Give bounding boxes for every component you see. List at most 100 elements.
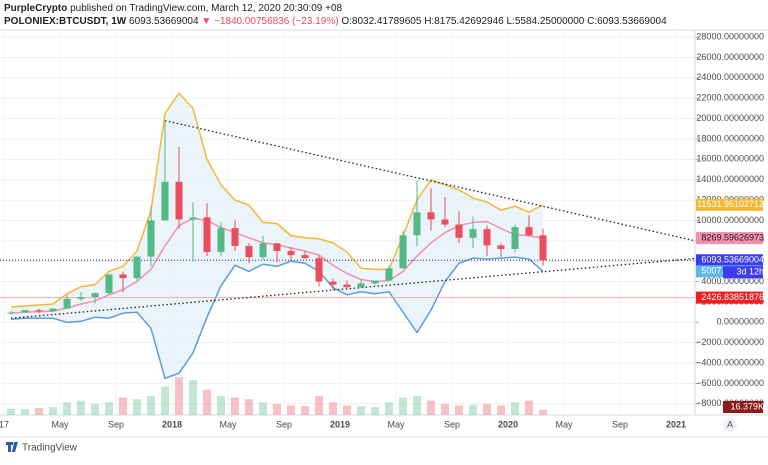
x-tick-label: 2018 [162,419,182,429]
price-label-bg [696,291,763,304]
volume-bar [245,399,253,415]
candle-body [441,219,449,225]
upper-band [10,91,544,308]
volume-bar [539,409,547,415]
candle-body [301,255,309,259]
trendline [164,120,695,242]
x-tick-label: Sep [108,419,124,429]
volume-bar [119,397,127,415]
candle-body [497,245,505,249]
plot-area [0,30,695,415]
volume-bar [91,403,99,415]
volume-bar [483,403,491,415]
volume-bar [357,406,365,415]
x-tick-label: 2020 [498,419,518,429]
volume-bar [189,380,197,415]
y-tick-label: 22000.00000000 [696,93,764,103]
y-tick-label: 16000.00000000 [696,154,764,164]
x-tick-label: 2019 [330,419,350,429]
y-tick-label: 4000.00000000 [701,276,764,286]
candle-body [469,229,477,238]
price-label: 2426.83851876 [701,292,764,302]
header-line: PurpleCrypto published on TradingView.co… [4,3,343,14]
candle-body [259,243,267,258]
auto-button[interactable]: A [727,419,733,429]
lower-band [10,256,544,380]
candle-body [21,310,29,313]
volume-bar [287,405,295,415]
volume-bar [469,404,477,415]
volume-bar [175,377,183,415]
volume-bar [161,386,169,415]
volume-bar [315,396,323,415]
countdown: 3d 12h [736,267,764,277]
y-tick-label: 0.00000000 [716,317,764,327]
price-label: 8269.59626973 [701,232,764,242]
volume-bar [329,402,337,415]
y-tick-label: 18000.00000000 [696,133,764,143]
volume-bar [525,400,533,415]
x-tick-label: Sep [276,419,292,429]
volume-bar [259,402,267,415]
volume-bar [7,408,15,415]
y-tick-label: 28000.00000000 [696,32,764,42]
candle-body [203,217,211,253]
countdown-bg [723,266,763,279]
volume-label: 16.379K [730,401,764,411]
volume-bar [497,405,505,415]
volume-bar [343,405,351,415]
candle-body [245,245,253,258]
candle-body [189,217,197,220]
volume-bar [385,402,393,415]
volume-bar [105,402,113,415]
candle-body [161,181,169,221]
volume-bar [203,389,211,415]
published: published on TradingView.com, March 12, … [70,3,342,14]
symbol-line: POLONIEX:BTCUSDT, 1W 6093.53669004 ▼ −18… [4,16,667,27]
x-tick-label: May [219,419,237,429]
volume-bar [35,408,43,415]
volume-bar [455,405,463,415]
brand-logo [6,442,18,452]
volume-bar [63,402,71,415]
volume-label-bg [723,401,763,413]
candle-body [231,228,239,246]
y-tick-label: 24000.00000000 [696,72,764,82]
candle-body [133,256,141,279]
candle-body [357,283,365,288]
y-tick-label: −6000.00000000 [696,378,764,388]
candle-body [413,212,421,236]
y-tick-label: −2000.00000000 [696,337,764,347]
volume-bar [273,403,281,415]
volume-bar [399,397,407,415]
price-label-bg [696,198,763,211]
volume-bar [231,397,239,415]
candle-body [385,268,393,281]
y-tick-label: 10000.00000000 [696,215,764,225]
volume-bar [413,396,421,415]
candle-body [455,224,463,238]
candle-body [399,235,407,269]
candle-body [63,298,71,309]
candle-body [105,274,113,294]
x-tick-label: Sep [444,419,460,429]
author: PurpleCrypto [4,3,67,14]
volume-bar [133,399,141,415]
candle-body [371,280,379,284]
x-tick-label: 2021 [666,419,686,429]
symbol: POLONIEX:BTCUSDT, 1W [4,16,127,27]
candle-body [511,227,519,249]
candle-body [175,181,183,220]
candle-body [7,312,15,314]
price-label: 11531.95102712 [697,199,764,209]
auto-button-bg[interactable] [723,418,737,432]
candle-body [343,284,351,288]
last-price: 6093.53669004 [129,16,199,27]
candle-body [483,229,491,246]
y-tick-label: −4000.00000000 [696,357,764,367]
volume-bar [21,409,29,415]
candle-body [91,293,99,298]
candle-body [49,308,57,312]
